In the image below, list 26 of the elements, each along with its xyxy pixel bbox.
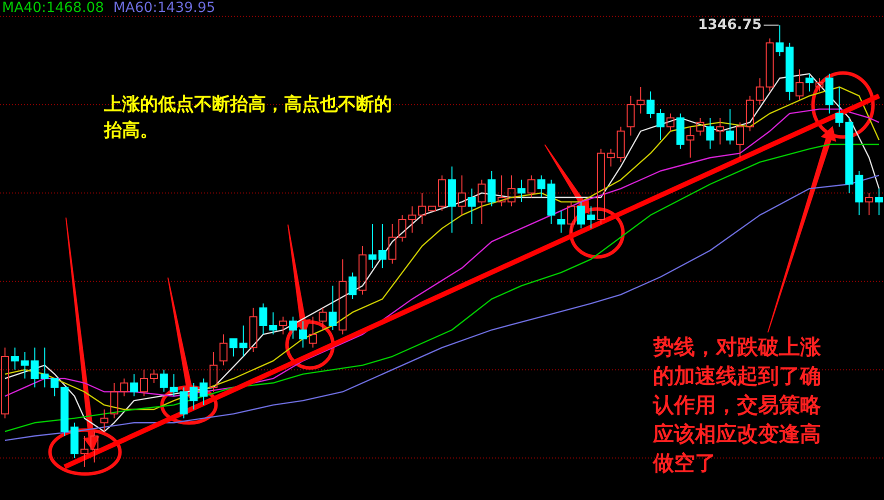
candlestick xyxy=(557,210,566,234)
candlestick xyxy=(468,188,476,224)
candlestick xyxy=(239,325,248,357)
candlestick xyxy=(368,223,376,269)
candlestick xyxy=(298,320,307,348)
candlestick xyxy=(875,188,884,216)
candlestick xyxy=(378,223,386,269)
candlestick xyxy=(418,192,426,224)
annotation: 1346.75 xyxy=(698,17,762,34)
candlestick xyxy=(586,206,595,229)
text: MA60:1439.95 xyxy=(113,0,216,16)
candlestick xyxy=(626,95,635,136)
candlestick xyxy=(100,408,108,432)
candlestick xyxy=(448,166,456,234)
candlestick xyxy=(636,86,645,114)
candlestick xyxy=(80,435,88,468)
candlestick xyxy=(686,126,694,158)
annotation: 势线，对跌破上涨的加速线起到了确认作用，交易策略应该相应改变逢高做空了 xyxy=(652,335,822,475)
candlestick xyxy=(706,117,714,150)
text: MA40:1468.08 xyxy=(2,0,104,16)
candlestick xyxy=(716,117,724,145)
candlestick xyxy=(20,352,29,380)
candlestick xyxy=(458,174,466,216)
annotation: 上涨的低点不断抬高，高点也不断的抬高。 xyxy=(103,94,392,141)
candlestick xyxy=(10,347,19,370)
candlestick xyxy=(517,179,526,202)
